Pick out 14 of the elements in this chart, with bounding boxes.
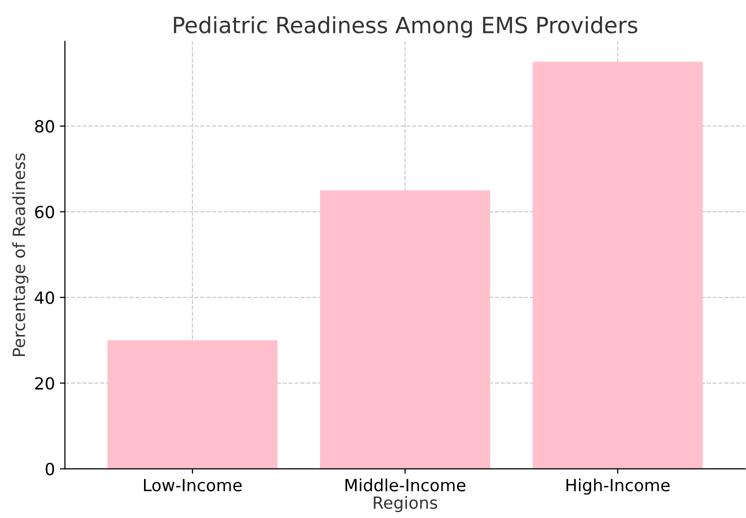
y-axis-title: Percentage of Readiness — [12, 153, 28, 356]
y-tick-label: 40 — [34, 291, 54, 304]
y-tick-label: 20 — [35, 377, 54, 390]
y-tick-label: 60 — [35, 206, 54, 218]
x-tick-label: Middle-Income — [346, 478, 466, 492]
y-tick-label: 0 — [46, 462, 54, 476]
bar — [320, 190, 490, 469]
x-tick-label: High-Income — [566, 478, 670, 495]
x-tick-label: Low-Income — [144, 479, 242, 492]
x-axis-title: Regions — [374, 496, 438, 512]
bar — [532, 62, 703, 469]
chart-title: Pediatric Readiness Among EMS Providers — [174, 16, 638, 38]
bar — [107, 340, 278, 469]
y-tick-label: 80 — [35, 120, 54, 133]
